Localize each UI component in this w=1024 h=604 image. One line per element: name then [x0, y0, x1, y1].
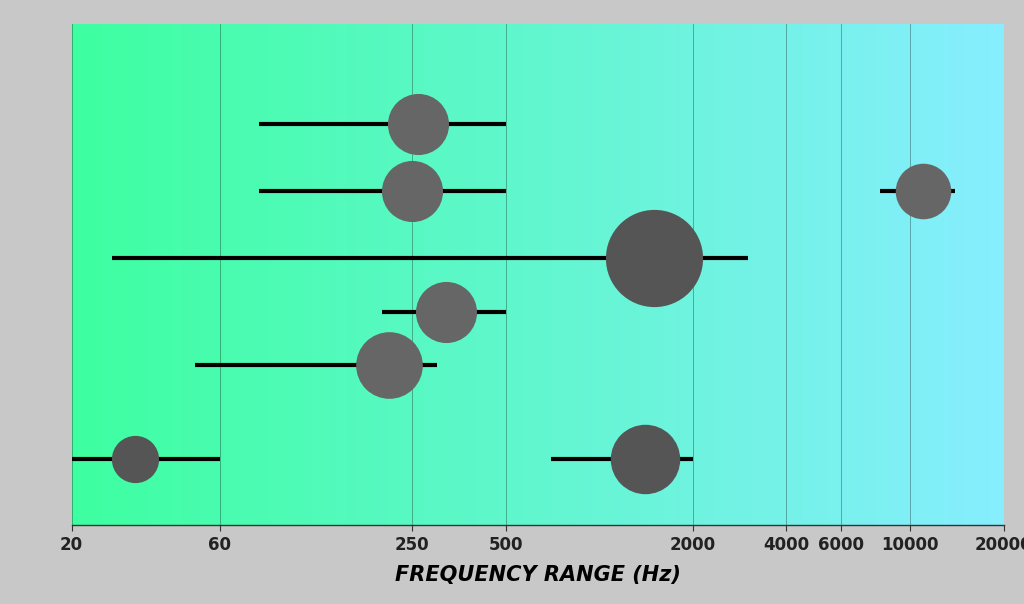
X-axis label: FREQUENCY RANGE (Hz): FREQUENCY RANGE (Hz) — [394, 565, 681, 585]
Point — [404, 187, 421, 196]
Point — [914, 187, 931, 196]
Point — [646, 253, 663, 263]
Point — [381, 360, 397, 370]
Point — [410, 120, 426, 129]
Point — [127, 454, 143, 463]
Point — [437, 307, 454, 316]
Point — [637, 454, 653, 463]
